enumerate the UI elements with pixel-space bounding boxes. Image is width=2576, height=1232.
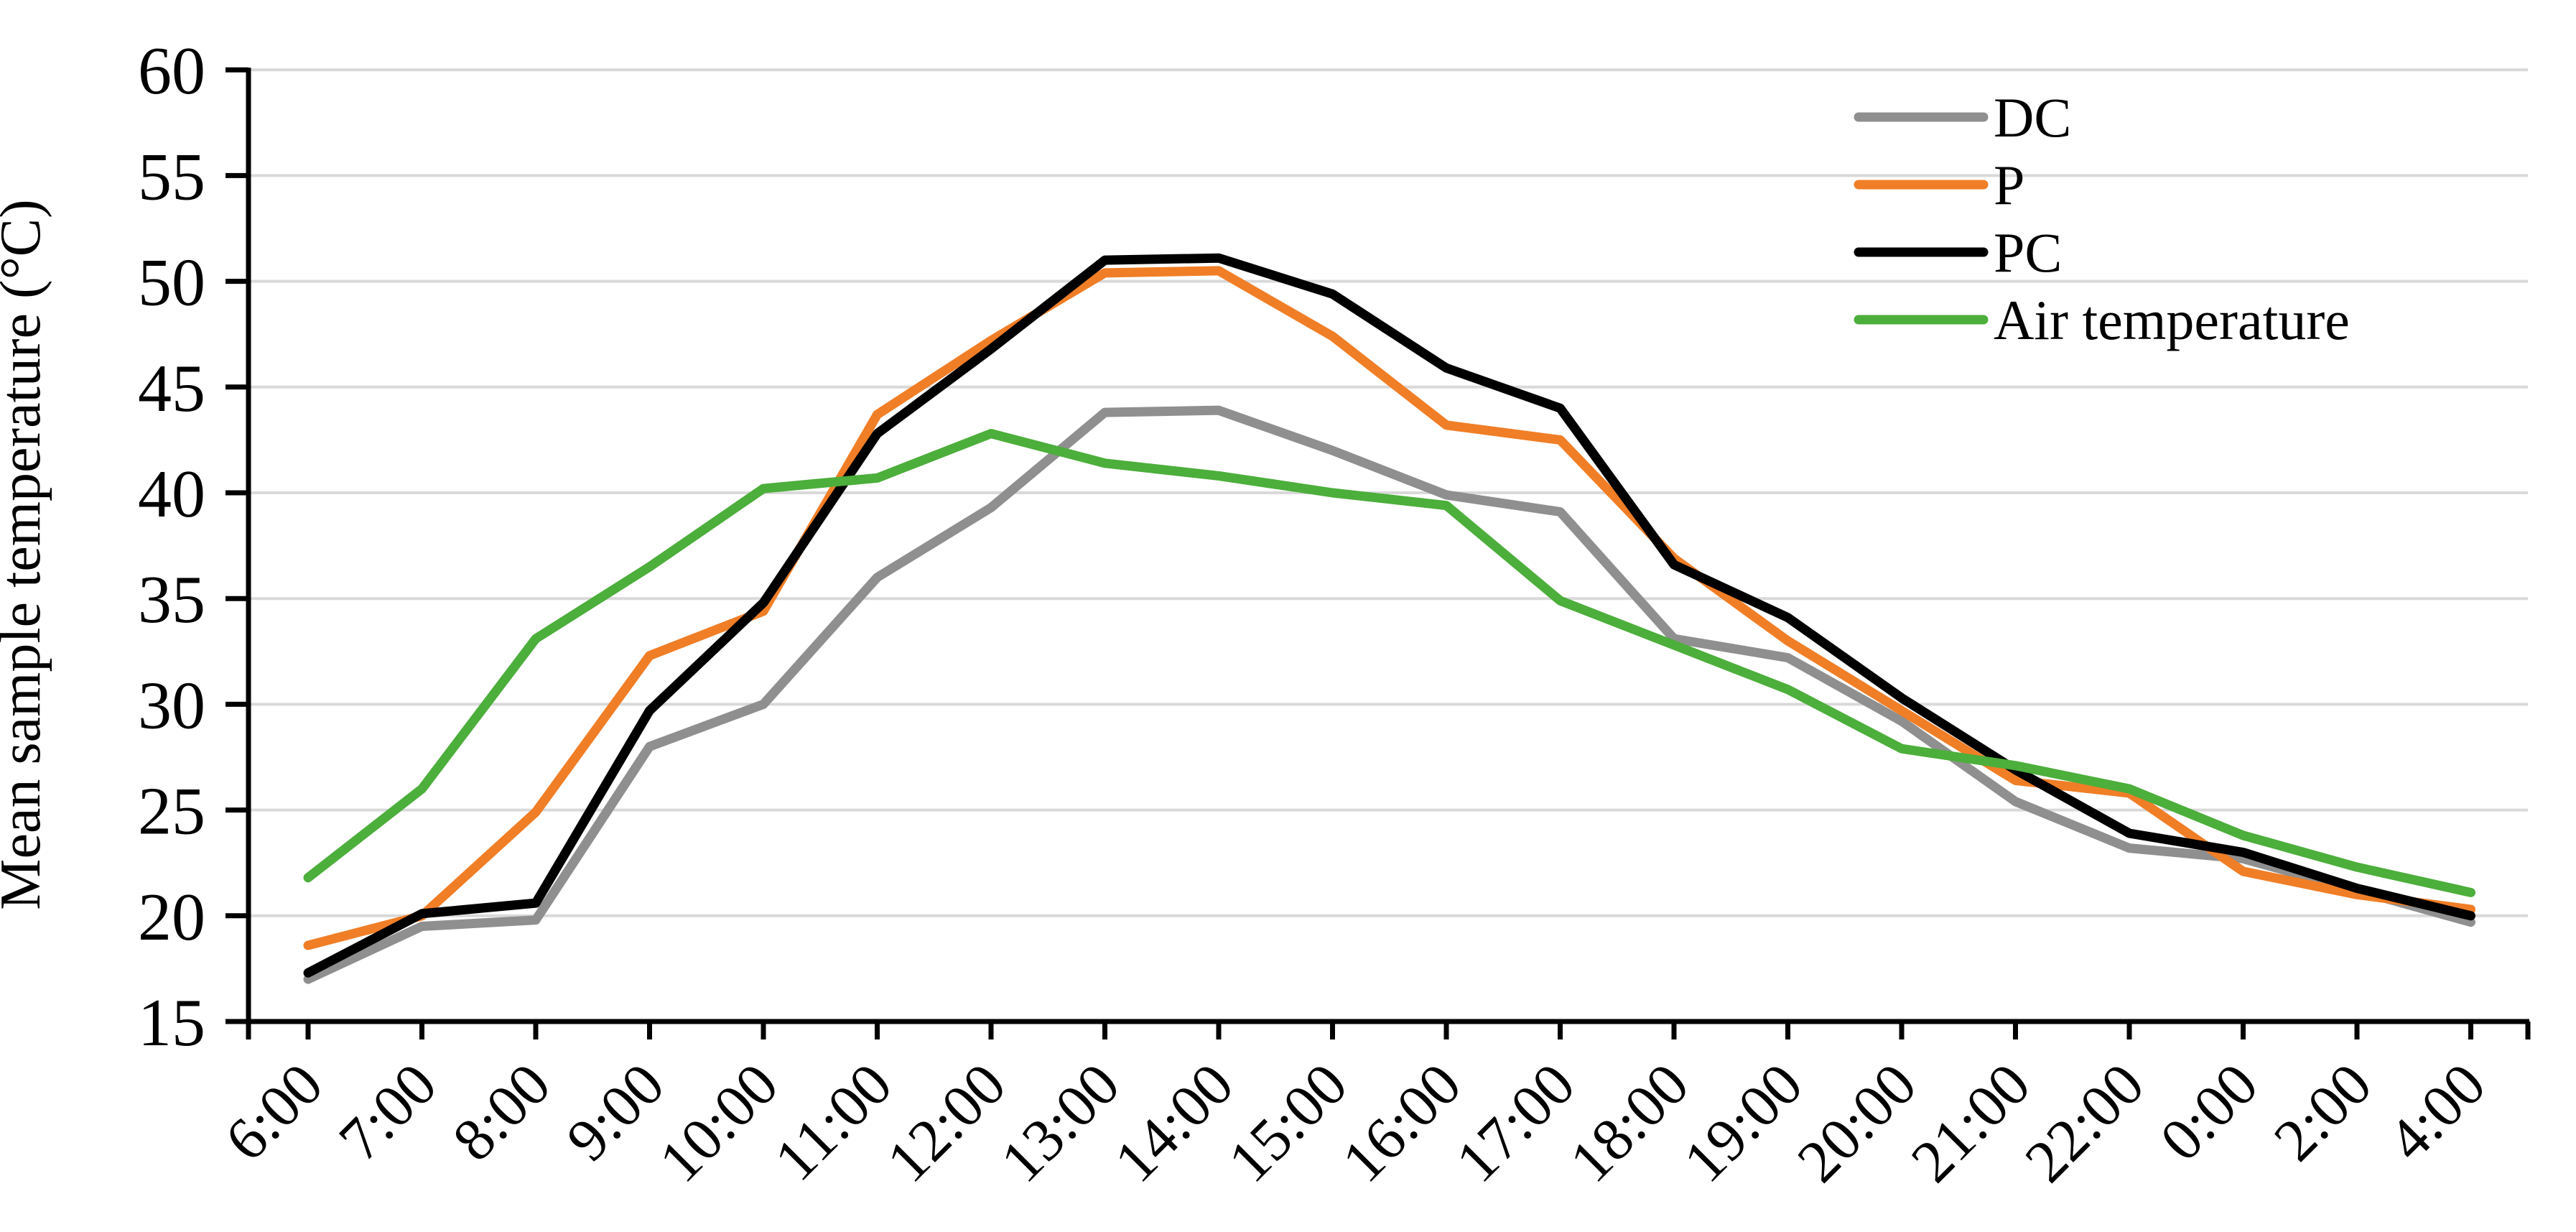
y-tick-label-55: 55 xyxy=(138,139,205,214)
x-tick-label-8:00: 8:00 xyxy=(440,1051,563,1174)
x-tick-label-14:00: 14:00 xyxy=(1102,1051,1246,1195)
y-tick-label-50: 50 xyxy=(138,246,205,320)
x-tick-label-11:00: 11:00 xyxy=(762,1051,905,1194)
legend-item-P: P xyxy=(1854,154,2024,216)
x-tick-label-12:00: 12:00 xyxy=(874,1051,1018,1195)
legend-label-PC: PC xyxy=(1994,221,2062,284)
x-tick-label-7:00: 7:00 xyxy=(327,1051,450,1174)
y-tick-label-35: 35 xyxy=(138,562,205,637)
y-tick-label-20: 20 xyxy=(138,880,205,955)
legend-item-Air temperature: Air temperature xyxy=(1854,289,2350,351)
x-tick-label-10:00: 10:00 xyxy=(646,1051,791,1195)
x-tick-label-4:00: 4:00 xyxy=(2376,1051,2498,1174)
gridlines xyxy=(248,68,2528,917)
x-tick-label-6:00: 6:00 xyxy=(213,1051,335,1174)
series-line-Air temperature xyxy=(303,429,2475,897)
series-line-P xyxy=(303,266,2475,950)
x-tick-label-20:00: 20:00 xyxy=(1785,1051,1929,1195)
y-tick-label-40: 40 xyxy=(138,457,205,532)
x-tick-label-15:00: 15:00 xyxy=(1216,1051,1360,1195)
y-tick-label-60: 60 xyxy=(138,34,205,108)
x-tick-label-13:00: 13:00 xyxy=(988,1051,1133,1195)
x-axis-labels: 6:007:008:009:0010:0011:0012:0013:0014:0… xyxy=(213,1051,2498,1195)
x-tick-label-2:00: 2:00 xyxy=(2261,1051,2384,1174)
legend-label-P: P xyxy=(1994,154,2024,216)
legend-label-Air temperature: Air temperature xyxy=(1994,289,2350,351)
y-tick-label-30: 30 xyxy=(138,668,205,743)
x-tick-label-18:00: 18:00 xyxy=(1557,1051,1701,1195)
x-tick-label-22:00: 22:00 xyxy=(2012,1051,2157,1195)
y-tick-label-15: 15 xyxy=(138,986,205,1060)
legend-label-DC: DC xyxy=(1994,86,2071,149)
y-axis-title: Mean sample temperature (°C) xyxy=(0,199,52,909)
legend-item-DC: DC xyxy=(1854,86,2071,149)
series-lines xyxy=(303,253,2475,984)
series-line-PC xyxy=(303,253,2475,978)
x-tick-label-17:00: 17:00 xyxy=(1443,1051,1588,1195)
y-axis-labels: 15 20 25 30 35 40 45 50 55 60 xyxy=(138,34,205,1060)
series-line-DC xyxy=(303,405,2475,984)
y-tick-label-45: 45 xyxy=(138,351,205,426)
y-tick-label-25: 25 xyxy=(138,774,205,849)
x-tick-label-16:00: 16:00 xyxy=(1329,1051,1474,1195)
x-tick-label-19:00: 19:00 xyxy=(1671,1051,1815,1195)
x-tick-label-0:00: 0:00 xyxy=(2148,1051,2271,1174)
x-tick-label-21:00: 21:00 xyxy=(1899,1051,2043,1195)
legend-item-PC: PC xyxy=(1854,221,2062,284)
axes xyxy=(225,67,2531,1039)
